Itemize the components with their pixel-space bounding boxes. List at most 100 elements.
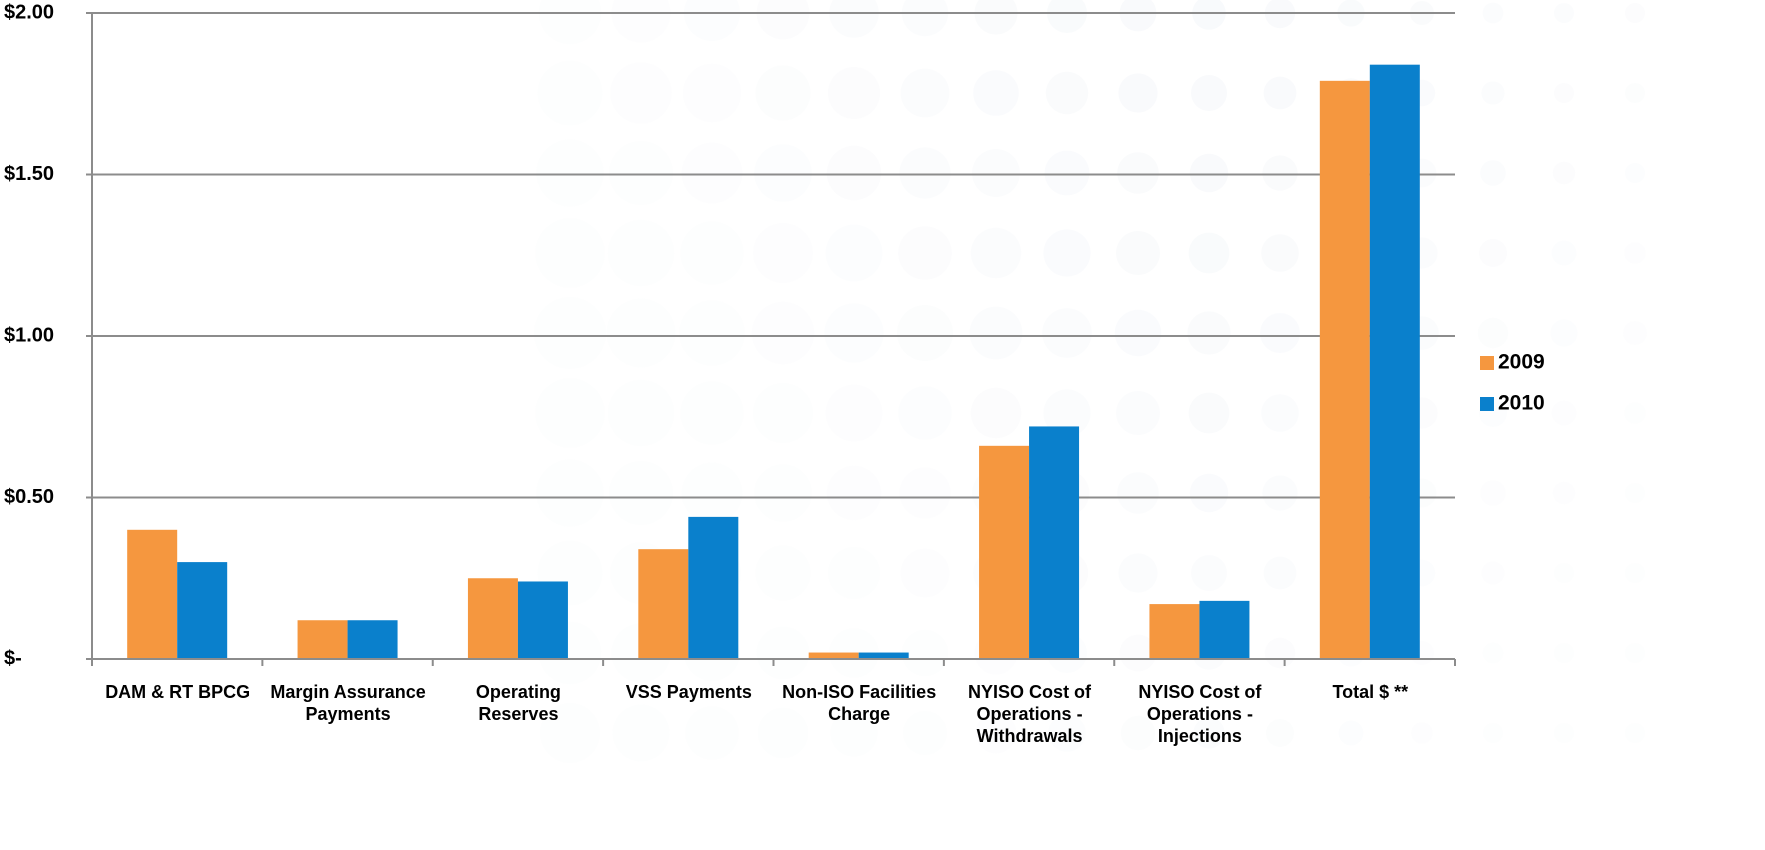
x-tick-label: Margin Assurance Payments — [270, 682, 426, 724]
background-dot — [1624, 242, 1646, 264]
bar — [979, 445, 1030, 659]
background-dot — [1114, 309, 1162, 357]
background-dot — [970, 227, 1022, 279]
background-dot — [1554, 723, 1574, 743]
x-tick-label: Non-ISO Facilities Charge — [782, 682, 937, 724]
background-dot — [898, 226, 952, 280]
background-dot — [970, 387, 1022, 439]
bar — [808, 652, 859, 659]
legend-label: 2009 — [1498, 351, 1545, 374]
background-dot — [1625, 563, 1645, 583]
y-tick-label: $1.00 — [4, 324, 54, 346]
legend-swatch — [1480, 397, 1494, 411]
background-dot — [1262, 155, 1298, 191]
background-dot — [1480, 480, 1506, 506]
background-dot — [1625, 83, 1645, 103]
y-tick-label: $1.50 — [4, 163, 54, 185]
background-dot — [1625, 3, 1645, 23]
background-dot — [1264, 0, 1296, 29]
background-dot — [757, 627, 810, 680]
background-dot — [1189, 153, 1229, 193]
background-dot — [825, 224, 883, 282]
background-dot — [611, 0, 671, 43]
background-dot — [755, 65, 811, 121]
background-dot — [1625, 723, 1645, 743]
background-dot — [1552, 161, 1576, 185]
background-dot — [899, 147, 951, 199]
background-dot — [685, 706, 739, 760]
y-tick-label: $0.50 — [4, 486, 54, 508]
background-dot — [1043, 389, 1091, 437]
y-tick-label: $2.00 — [4, 1, 54, 23]
background-dot — [754, 144, 812, 202]
background-dot — [1483, 723, 1503, 743]
background-dot — [1191, 75, 1227, 111]
background-dot — [1551, 240, 1577, 266]
background-dot — [1118, 553, 1158, 593]
background-dot — [1116, 231, 1160, 275]
background-dot — [1554, 3, 1574, 23]
background-dot — [1043, 229, 1091, 277]
background-dot — [1261, 234, 1299, 272]
background-dot — [1554, 83, 1574, 103]
background-dot — [536, 459, 603, 526]
x-tick-label: NYISO Cost of Operations - Withdrawals — [968, 682, 1092, 746]
background-dot — [901, 549, 950, 598]
background-dot — [1625, 483, 1645, 503]
background-dot — [1477, 317, 1509, 349]
background-dot — [752, 302, 814, 364]
background-dot — [679, 300, 745, 366]
background-dot — [1188, 392, 1230, 434]
background-dot — [1045, 71, 1089, 115]
background-dot — [1625, 163, 1645, 183]
background-dot — [827, 466, 881, 520]
bar — [688, 516, 739, 659]
background-dot — [1482, 2, 1504, 24]
background-dot — [538, 61, 603, 126]
background-dot — [901, 0, 949, 37]
background-dot — [1116, 391, 1160, 435]
legend-label: 2010 — [1498, 392, 1545, 415]
background-dot — [897, 305, 953, 361]
bar — [297, 620, 348, 659]
background-dot — [1044, 150, 1090, 196]
bar — [1369, 64, 1420, 660]
background-dot — [1338, 720, 1364, 746]
background-dot — [1191, 555, 1227, 591]
bar — [1319, 80, 1370, 659]
background-dot — [608, 380, 674, 446]
background-dot — [1119, 634, 1157, 672]
x-tick-label: Operating Reserves — [475, 682, 561, 724]
background-dot — [969, 306, 1023, 360]
bar — [347, 620, 398, 659]
background-dot — [1262, 475, 1298, 511]
legend-swatch — [1480, 356, 1494, 370]
bar — [1029, 426, 1080, 659]
background-dot — [1048, 714, 1086, 752]
background-dot — [753, 383, 813, 443]
background-dot — [1260, 313, 1300, 353]
background-dot — [609, 141, 673, 205]
bar — [638, 549, 689, 659]
background-dot — [754, 464, 812, 522]
background-dot — [1550, 319, 1578, 347]
background-dot — [1481, 81, 1505, 105]
background-dot — [1193, 717, 1225, 749]
background-dot — [682, 63, 742, 123]
background-dot — [828, 547, 880, 599]
background-dot — [899, 467, 951, 519]
background-dot — [1187, 311, 1231, 355]
background-dot — [607, 299, 676, 368]
x-tick-label: DAM & RT BPCG — [105, 682, 251, 702]
background-dot — [1192, 0, 1226, 30]
background-dot — [824, 303, 884, 363]
background-dot — [1047, 0, 1087, 33]
bar — [1149, 604, 1200, 659]
background-dot — [1624, 402, 1646, 424]
background-dot — [610, 62, 672, 124]
background-dot — [755, 545, 810, 600]
background-dot — [1188, 232, 1230, 274]
x-tick-label: VSS Payments — [625, 682, 752, 702]
background-dot — [1263, 76, 1297, 110]
